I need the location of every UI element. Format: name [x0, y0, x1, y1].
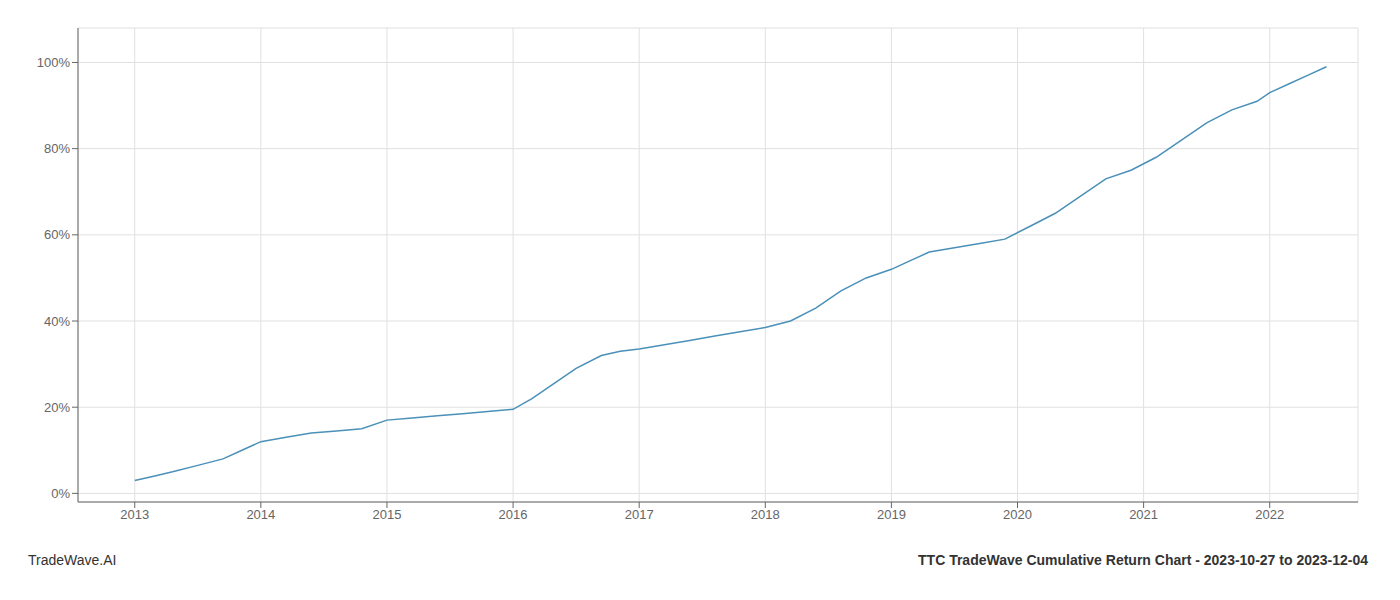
html-text:TradeWave.AI: TradeWave.AI [28, 552, 117, 568]
svg-text:2021: 2021 [1129, 507, 1158, 522]
svg-text:2016: 2016 [499, 507, 528, 522]
svg-text:2014: 2014 [246, 507, 275, 522]
svg-text:2022: 2022 [1255, 507, 1284, 522]
svg-text:80%: 80% [44, 141, 70, 156]
svg-text:100%: 100% [37, 55, 71, 70]
svg-text:2020: 2020 [1003, 507, 1032, 522]
svg-text:2013: 2013 [120, 507, 149, 522]
svg-text:2018: 2018 [751, 507, 780, 522]
svg-text:2019: 2019 [877, 507, 906, 522]
html-text:TTC TradeWave Cumulative Retur: TTC TradeWave Cumulative Return Chart - … [918, 552, 1368, 568]
svg-text:2017: 2017 [625, 507, 654, 522]
svg-text:0%: 0% [51, 486, 70, 501]
svg-text:40%: 40% [44, 314, 70, 329]
svg-text:20%: 20% [44, 400, 70, 415]
svg-text:60%: 60% [44, 227, 70, 242]
svg-text:2015: 2015 [373, 507, 402, 522]
